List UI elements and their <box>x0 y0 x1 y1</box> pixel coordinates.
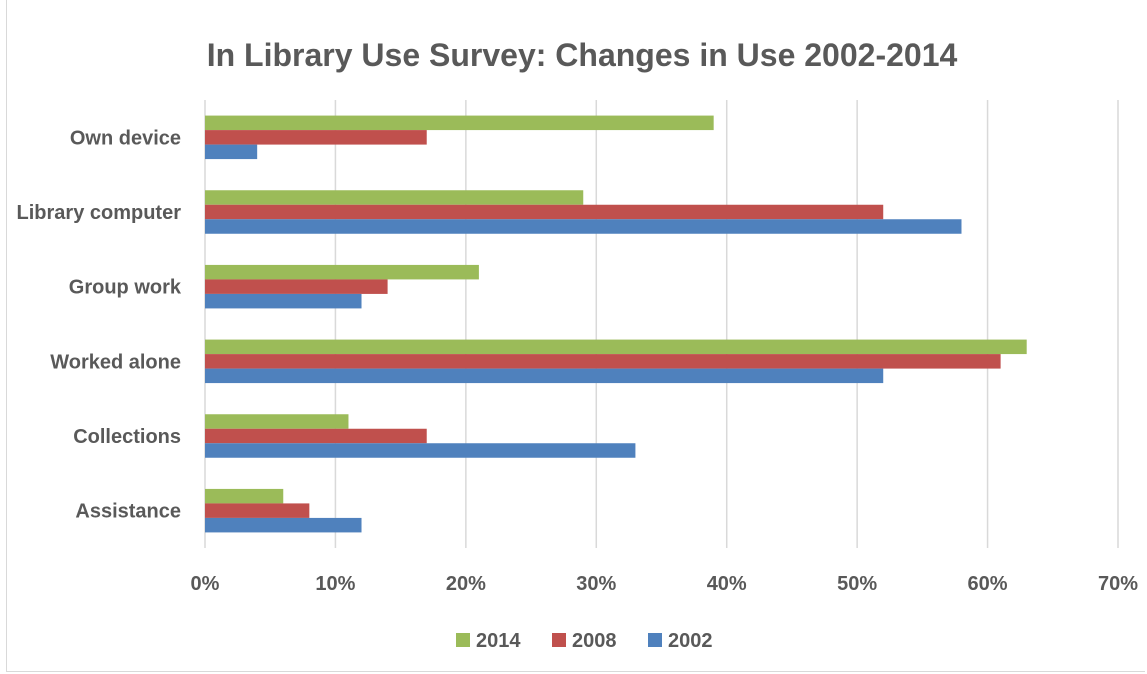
category-label: Own device <box>70 127 181 149</box>
bars <box>205 115 1027 533</box>
legend-swatch-2002 <box>648 633 662 647</box>
x-tick-label: 20% <box>446 573 486 595</box>
bar-2014 <box>205 264 479 280</box>
bar-2008 <box>205 204 884 220</box>
legend-swatch-2008 <box>552 633 566 647</box>
x-tick-label: 30% <box>576 573 616 595</box>
bar-2014 <box>205 414 349 429</box>
bar-2014 <box>205 488 284 504</box>
category-label: Collections <box>73 426 181 448</box>
legend-label: 2014 <box>476 630 521 652</box>
bar-2008 <box>205 503 310 518</box>
category-labels: Own device Library computer Group work Work… <box>17 127 182 522</box>
bar-2002 <box>205 144 258 160</box>
bar-2002 <box>205 368 884 384</box>
bar-2008 <box>205 428 427 444</box>
chart-frame <box>6 0 1145 672</box>
x-tick-label: 10% <box>315 573 355 595</box>
category-label: Worked alone <box>50 351 181 373</box>
bar-2008 <box>205 279 388 294</box>
category-label: Assistance <box>75 501 181 523</box>
chart-title: In Library Use Survey: Changes in Use 20… <box>207 37 958 73</box>
x-tick-label: 70% <box>1098 573 1138 595</box>
x-tick-label: 0% <box>191 573 220 595</box>
x-tick-label: 40% <box>707 573 747 595</box>
legend-label: 2008 <box>572 630 617 652</box>
legend-swatch-2014 <box>456 633 470 647</box>
x-tick-label: 60% <box>968 573 1008 595</box>
bar-2014 <box>205 339 1027 355</box>
bar-2008 <box>205 130 427 145</box>
category-label: Library computer <box>17 202 182 224</box>
bar-2002 <box>205 219 962 234</box>
bar-2014 <box>205 115 714 131</box>
bar-2002 <box>205 293 362 309</box>
bar-2014 <box>205 190 584 205</box>
bar-2008 <box>205 354 1001 369</box>
bar-2002 <box>205 443 636 458</box>
bar-2002 <box>205 517 362 533</box>
gridlines <box>204 100 1119 548</box>
category-label: Group work <box>69 277 182 299</box>
x-tick-label: 50% <box>837 573 877 595</box>
legend-label: 2002 <box>668 630 713 652</box>
legend: 2014 2008 2002 <box>456 630 713 652</box>
x-axis-tick-labels: 0% 10% 20% 30% 40% 50% 60% 70% <box>191 573 1139 595</box>
